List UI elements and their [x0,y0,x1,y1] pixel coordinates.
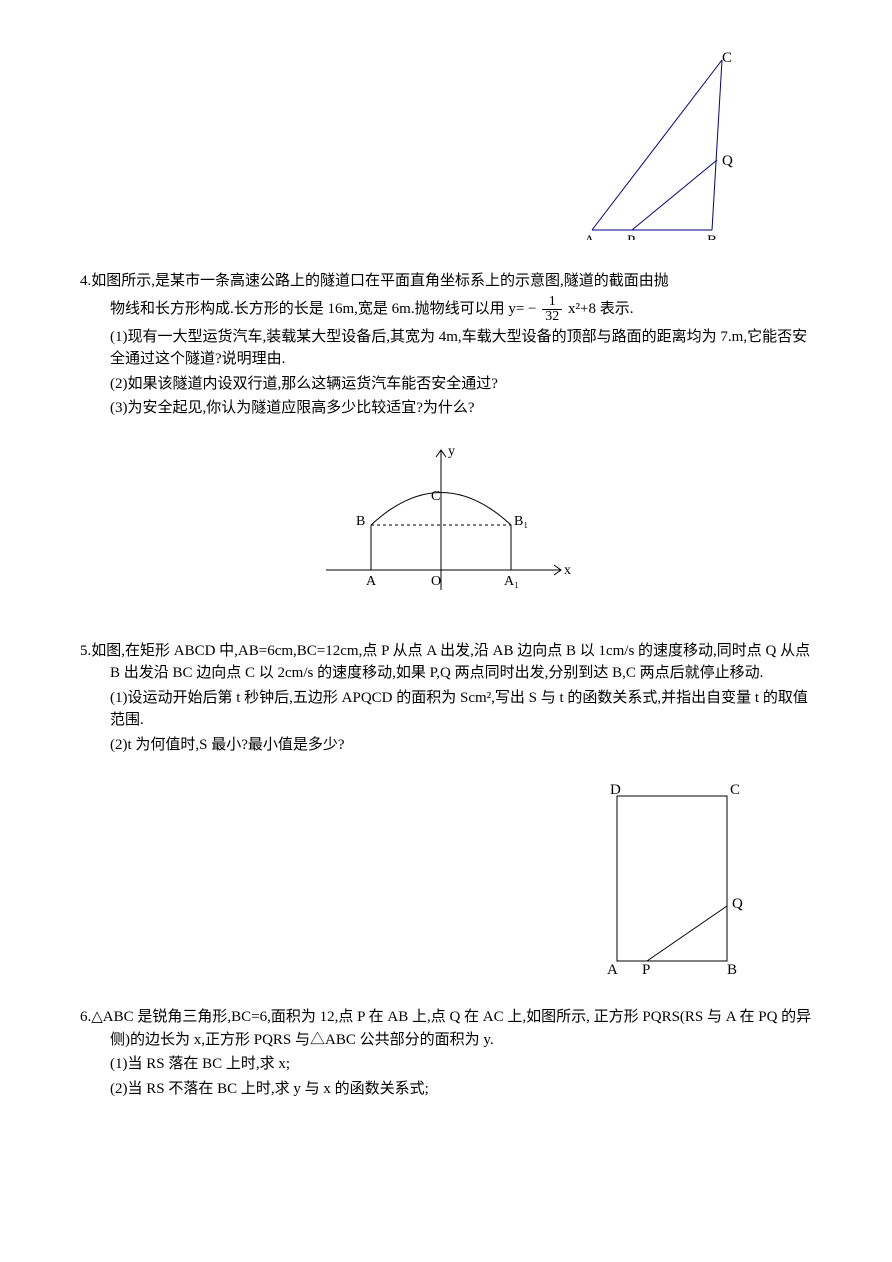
p4-line2b: x²+8 表示. [568,300,633,316]
figure-1-wrap: A P B C Q [80,50,812,240]
p4-q3: (3)为安全起见,你认为隧道应限高多少比较适宜?为什么? [80,397,812,420]
figure-2: A O A₁ B B₁ C x y [316,440,576,610]
fig1-label-A: A [584,233,595,240]
p4-neg: − [528,300,536,316]
p4-line1: 如图所示,是某市一条高速公路上的隧道口在平面直角坐标系上的示意图,隧道的截面由抛 [91,273,669,289]
fig2-label-B: B [356,514,365,529]
fig3-label-D: D [610,782,621,798]
problem-4: 4.如图所示,是某市一条高速公路上的隧道口在平面直角坐标系上的示意图,隧道的截面… [80,270,812,420]
p6-num: 6. [80,1009,91,1025]
fig2-label-y: y [448,444,455,459]
p5-q2: (2)t 为何值时,S 最小?最小值是多少? [80,734,812,757]
figure-3: D C A B P Q [602,776,752,976]
p6-q1: (1)当 RS 落在 BC 上时,求 x; [80,1053,812,1076]
fig3-label-B: B [727,962,737,976]
fig2-label-O: O [431,574,441,589]
figure-2-wrap: A O A₁ B B₁ C x y [80,440,812,610]
p4-frac-den: 32 [542,310,562,324]
p6-line1: △ABC 是锐角三角形,BC=6,面积为 12,点 P 在 AB 上,点 Q 在… [91,1009,811,1048]
fig2-label-B1: B₁ [514,514,528,529]
fig3-label-C: C [730,782,740,798]
fig2-label-A1: A₁ [504,574,519,589]
fig2-label-x: x [564,563,571,578]
fig2-label-A: A [366,574,377,589]
fraction-icon: 1 32 [542,295,562,324]
fig3-label-Q: Q [732,896,743,912]
figure-1: A P B C Q [582,50,752,240]
p4-num: 4. [80,273,91,289]
problem-6: 6.△ABC 是锐角三角形,BC=6,面积为 12,点 P 在 AB 上,点 Q… [80,1006,812,1100]
p6-q2: (2)当 RS 不落在 BC 上时,求 y 与 x 的函数关系式; [80,1078,812,1101]
figure-3-wrap: D C A B P Q [80,776,812,976]
p4-frac-num: 1 [542,295,562,310]
p5-q1: (1)设运动开始后第 t 秒钟后,五边形 APQCD 的面积为 Scm²,写出 … [80,687,812,732]
fig1-label-Q: Q [722,153,733,169]
p4-line2a: 物线和长方形构成.长方形的长是 16m,宽是 6m.抛物线可以用 y= [110,300,524,316]
fig3-label-A: A [607,962,618,976]
fig1-label-B: B [707,233,717,240]
fig2-label-C: C [431,489,440,504]
fig3-label-P: P [642,962,650,976]
p5-num: 5. [80,643,91,659]
p4-q2: (2)如果该隧道内设双行道,那么这辆运货汽车能否安全通过? [80,373,812,396]
problem-5: 5.如图,在矩形 ABCD 中,AB=6cm,BC=12cm,点 P 从点 A … [80,640,812,757]
fig1-label-P: P [627,233,635,240]
p4-q1: (1)现有一大型运货汽车,装载某大型设备后,其宽为 4m,车载大型设备的顶部与路… [80,326,812,371]
fig1-label-C: C [722,50,732,66]
p5-line1: 如图,在矩形 ABCD 中,AB=6cm,BC=12cm,点 P 从点 A 出发… [91,643,810,682]
